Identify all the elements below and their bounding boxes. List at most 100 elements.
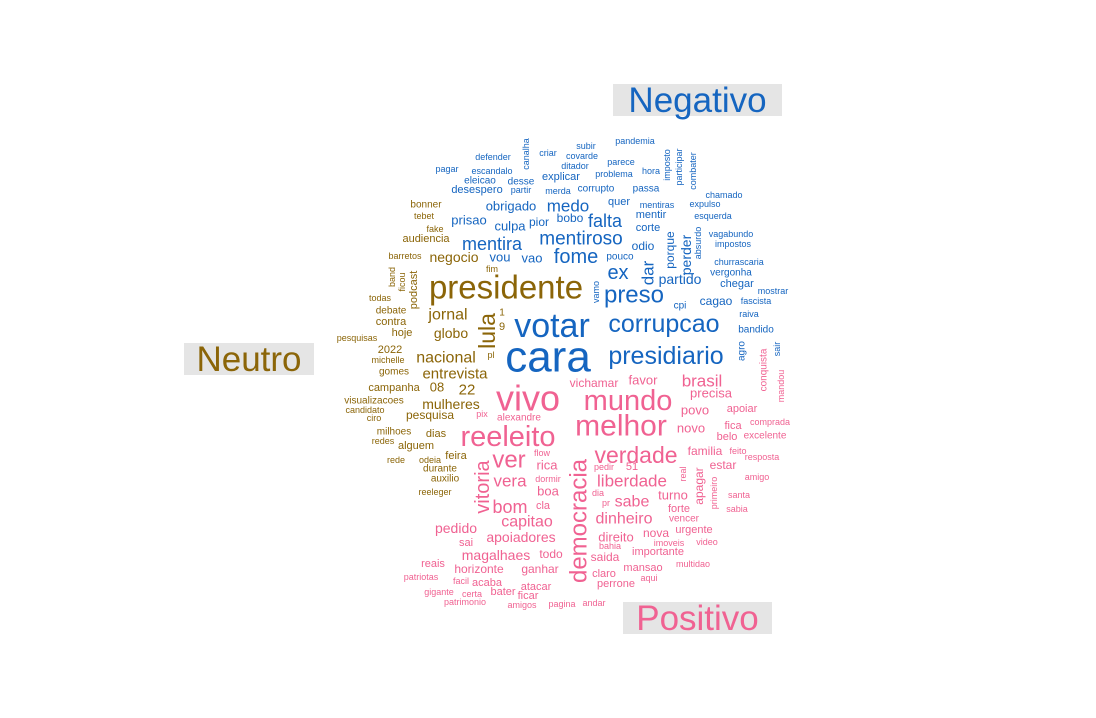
word-neu-fim: fim — [486, 264, 498, 274]
word-pos-urgente: urgente — [675, 524, 712, 536]
word-pos-perrone: perrone — [597, 578, 635, 590]
word-pos-estar: estar — [710, 458, 737, 472]
word-neu-michelle: michelle — [371, 355, 404, 365]
word-pos-cla: cla — [536, 500, 551, 512]
word-neg-combater: combater — [688, 152, 698, 190]
word-pos-capitao: capitao — [501, 514, 553, 531]
word-pos-democracia: democracia — [566, 458, 593, 583]
word-neg-vergonha: vergonha — [710, 268, 752, 279]
word-pos-saida: saida — [591, 550, 620, 564]
word-pos-reais: reais — [421, 558, 445, 570]
word-pos-importante: importante — [632, 546, 684, 558]
word-neg-pior: pior — [529, 215, 549, 229]
word-pos-excelente: excelente — [744, 431, 787, 442]
word-neg-pouco: pouco — [606, 252, 634, 263]
word-pos-bahia: bahia — [599, 541, 621, 551]
word-pos-alexandre: alexandre — [497, 413, 541, 424]
word-pos-boa: boa — [537, 484, 559, 499]
word-neg-vou: vou — [490, 250, 511, 265]
group-label-negativo: Negativo — [613, 83, 782, 118]
word-pos-dia: dia — [592, 488, 604, 498]
word-pos-mundo: mundo — [584, 385, 673, 417]
word-neu-alguem: alguem — [398, 440, 434, 452]
word-neg-corrupcao: corrupcao — [608, 310, 719, 338]
word-pos-apoiar: apoiar — [727, 403, 758, 415]
word-pos-comprada: comprada — [750, 417, 790, 427]
word-pos-pix: pix — [476, 409, 488, 419]
word-neu-feira: feira — [445, 450, 467, 462]
word-pos-magalhaes: magalhaes — [462, 547, 531, 563]
word-neg-vamo: vamo — [591, 281, 601, 303]
word-neu-bonner: bonner — [410, 200, 442, 211]
word-neg-pagar: pagar — [435, 164, 458, 174]
word-pos-belo: belo — [717, 431, 738, 443]
word-pos-melhor: melhor — [575, 410, 667, 443]
word-pos-ganhar: ganhar — [521, 562, 558, 576]
word-neg-problema: problema — [595, 169, 633, 179]
word-pos-facil: facil — [453, 576, 469, 586]
word-neu-todas: todas — [369, 293, 392, 303]
word-neg-corrupto: corrupto — [578, 184, 615, 195]
word-neu-08: 08 — [430, 380, 444, 395]
word-pos-pedir: pedir — [594, 462, 614, 472]
word-neu-mulheres: mulheres — [422, 396, 480, 412]
word-pos-conquista: conquista — [759, 348, 770, 391]
word-neu-fake: fake — [426, 224, 443, 234]
word-neu-1: 1 — [499, 308, 505, 319]
word-neg-obrigado: obrigado — [486, 199, 537, 214]
word-pos-primeiro: primeiro — [709, 477, 719, 510]
word-neg-cpi: cpi — [674, 301, 687, 312]
word-neu-nacional: nacional — [416, 350, 476, 367]
word-pos-sai: sai — [459, 537, 473, 549]
word-neu-visualizacoes: visualizacoes — [344, 396, 403, 407]
word-pos-horizonte: horizonte — [454, 562, 504, 576]
word-neu-debate: debate — [376, 306, 407, 317]
word-neu-hoje: hoje — [392, 327, 413, 339]
word-pos-vitoria: vitoria — [472, 459, 494, 513]
word-neg-expulso: expulso — [689, 199, 720, 209]
word-neg-desespero: desespero — [451, 184, 502, 196]
word-neg-mentira: mentira — [462, 234, 523, 254]
word-neu-band: band — [387, 267, 397, 287]
word-pos-video: video — [696, 537, 718, 547]
word-neg-raiva: raiva — [739, 309, 759, 319]
word-pos-precisa: precisa — [690, 386, 733, 401]
word-neg-escandalo: escandalo — [471, 166, 512, 176]
word-neg-vagabundo: vagabundo — [709, 229, 754, 239]
word-neg-subir: subir — [576, 141, 596, 151]
word-pos-liberdade: liberdade — [597, 472, 667, 491]
word-neu-presidente: presidente — [429, 269, 583, 306]
word-pos-real: real — [678, 466, 688, 481]
word-pos-pedido: pedido — [435, 520, 477, 536]
word-neg-cagao: cagao — [700, 294, 733, 308]
word-pos-dormir: dormir — [535, 474, 561, 484]
word-neg-participar: participar — [674, 148, 684, 185]
word-pos-atacar: atacar — [521, 581, 552, 593]
word-neu-contra: contra — [376, 316, 407, 328]
word-neu-9: 9 — [499, 321, 505, 333]
word-neg-mentiras: mentiras — [640, 200, 675, 210]
word-neu-audiencia: audiencia — [402, 233, 450, 245]
word-pos-todo: todo — [539, 547, 563, 561]
word-neg-medo: medo — [547, 197, 590, 216]
word-pos-bom: bom — [492, 497, 527, 517]
word-neg-chamado: chamado — [705, 190, 742, 200]
word-pos-amigos: amigos — [507, 600, 537, 610]
word-neu-pl: pl — [487, 350, 494, 360]
word-neg-imposto: imposto — [662, 149, 672, 181]
word-neu-gomes: gomes — [379, 367, 409, 378]
word-pos-verdade: verdade — [594, 442, 677, 468]
word-neg-fascista: fascista — [741, 296, 772, 306]
word-pos-turno: turno — [658, 488, 688, 503]
word-pos-feito: feito — [729, 446, 746, 456]
word-pos-imoveis: imoveis — [654, 538, 685, 548]
word-pos-sabia: sabia — [726, 504, 748, 514]
word-neu-campanha: campanha — [368, 382, 420, 394]
word-pos-santa: santa — [728, 490, 750, 500]
word-neu-durante: durante — [423, 464, 457, 475]
word-neu-rede: rede — [387, 455, 405, 465]
word-neg-mostrar: mostrar — [758, 286, 789, 296]
group-label-positivo: Positivo — [623, 601, 772, 636]
word-neg-ditador: ditador — [561, 161, 589, 171]
